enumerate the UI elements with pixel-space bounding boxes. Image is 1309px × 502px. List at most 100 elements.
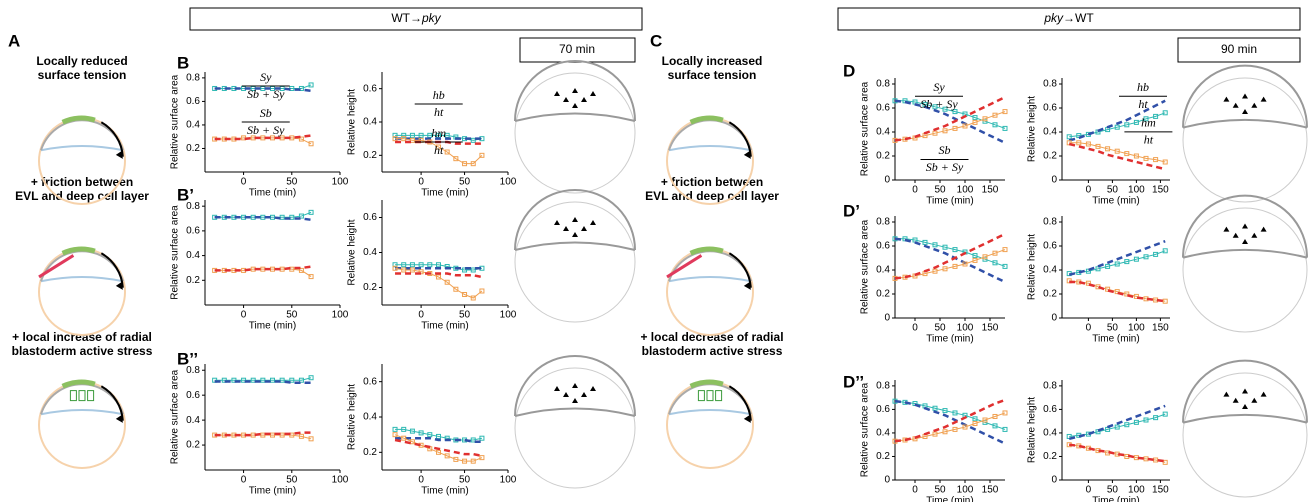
chart: 0 0.2 0.4 0.6 0.8 0 50 100 150 Time (min) Relative…	[1027, 216, 1170, 345]
y-tick-label: 0.4	[186, 415, 200, 426]
data-point	[308, 375, 314, 381]
marker-glyph	[563, 97, 569, 102]
x-axis-label: Time (min)	[249, 486, 296, 497]
annotation-numerator: Sb	[939, 143, 951, 157]
marker-glyph	[590, 386, 596, 391]
x-axis-label: Time (min)	[249, 188, 296, 199]
data-line	[1069, 112, 1166, 138]
x-tick-label: 50	[286, 177, 298, 188]
data-point	[298, 433, 304, 439]
model-line	[1068, 99, 1166, 142]
y-tick-label: 0.4	[876, 265, 890, 276]
y-tick-label: 0.6	[876, 103, 890, 114]
data-point	[972, 253, 978, 259]
y-axis-label: Relative surface area	[860, 81, 871, 176]
shape-inner	[1182, 413, 1308, 424]
x-tick-label: 100	[1128, 323, 1145, 334]
chart: 0.2 0.4 0.6 0.8 0 50 100 Time (min) Relative sur…	[170, 70, 349, 199]
diagram-label: surface tension	[38, 68, 127, 82]
marker-glyph	[1223, 96, 1230, 102]
marker-glyph	[572, 383, 578, 388]
data-point	[972, 115, 978, 121]
y-tick-label: 0.2	[1043, 151, 1057, 162]
arrow-head	[115, 414, 123, 423]
x-tick-label: 50	[934, 185, 946, 196]
data-point	[1153, 251, 1159, 257]
data-point	[1153, 157, 1159, 163]
annotation-denominator: Sb + Sy	[247, 87, 285, 101]
data-point	[972, 416, 978, 422]
interface	[40, 144, 124, 152]
reduced-region	[689, 246, 724, 256]
friction-arrow	[666, 254, 703, 279]
diagram-label: + local increase of radial	[12, 330, 152, 344]
data-point	[1002, 426, 1008, 432]
x-tick-label: 0	[912, 323, 918, 334]
x-tick-label: 100	[1128, 185, 1145, 196]
data-point	[470, 458, 476, 464]
chart: 0.2 0.4 0.6 0.8 0 50 100 Time (min) Relative sur…	[170, 200, 349, 332]
data-point	[1143, 417, 1149, 423]
y-axis-label: Relative height	[1027, 96, 1038, 162]
x-tick-label: 100	[332, 310, 349, 321]
data-point	[401, 136, 407, 142]
marker-glyph	[554, 91, 560, 96]
data-point	[952, 263, 958, 269]
data-point	[1133, 419, 1139, 425]
data-point	[1114, 424, 1120, 430]
data-point	[932, 431, 938, 437]
x-tick-label: 0	[241, 310, 247, 321]
header: WT→pky	[391, 11, 441, 25]
arrow	[100, 385, 124, 421]
marker-glyph	[581, 226, 587, 231]
data-point	[435, 132, 441, 138]
data-point	[1133, 256, 1139, 262]
x-tick-label: 0	[912, 185, 918, 196]
x-tick-label: 50	[459, 475, 471, 486]
marker-glyph	[563, 392, 569, 397]
data-line	[1069, 413, 1166, 437]
x-tick-label: 0	[418, 177, 424, 188]
arrow	[100, 252, 124, 288]
y-axis-label: Relative surface area	[860, 382, 871, 477]
data-point	[401, 435, 407, 441]
data-point	[1143, 155, 1149, 161]
model-line	[894, 232, 1006, 280]
panel-letter: D’’	[843, 372, 864, 391]
data-point	[427, 132, 433, 138]
annotation-denominator: Sb + Sy	[926, 160, 964, 174]
marker-glyph	[554, 220, 560, 225]
x-tick-label: 50	[459, 310, 471, 321]
marker-glyph	[1232, 232, 1239, 238]
data-point	[1076, 140, 1082, 146]
data-point	[932, 405, 938, 411]
annotation-numerator: hm	[431, 126, 446, 140]
data-point	[1124, 122, 1130, 128]
data-point	[435, 262, 441, 268]
y-tick-label: 0.2	[186, 275, 200, 286]
data-point	[409, 428, 415, 434]
data-point	[418, 430, 424, 436]
annotation-denominator: Sb + Sy	[247, 123, 285, 137]
data-point	[952, 426, 958, 432]
panel-letter: B’	[177, 185, 194, 204]
y-tick-label: 0.6	[363, 83, 377, 94]
x-axis-label: Time (min)	[249, 321, 296, 332]
data-point	[392, 132, 398, 138]
y-tick-label: 0	[884, 175, 890, 186]
y-tick-label: 0.6	[186, 226, 200, 237]
data-point	[992, 413, 998, 419]
y-tick-label: 0.4	[363, 412, 377, 423]
diagram-label: + friction between	[661, 175, 763, 189]
x-tick-label: 100	[1128, 485, 1145, 496]
y-tick-label: 0.6	[876, 404, 890, 415]
marker-glyph	[1242, 223, 1248, 229]
model-line	[394, 438, 483, 458]
data-point	[470, 267, 476, 273]
marker-glyph	[554, 386, 560, 391]
marker-glyph	[1260, 96, 1267, 102]
y-tick-label: 0.2	[876, 451, 890, 462]
model-line	[1068, 404, 1166, 441]
data-point	[479, 435, 485, 441]
data-point	[1124, 259, 1130, 265]
